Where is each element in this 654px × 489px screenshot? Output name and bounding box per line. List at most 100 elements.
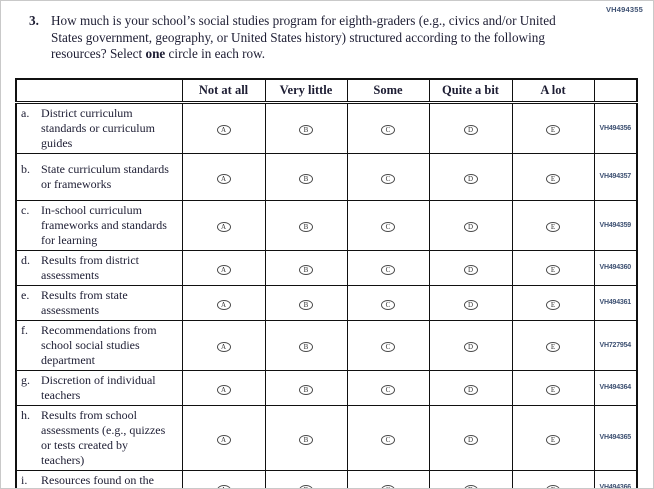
question-number: 3. [29, 13, 39, 28]
option-circle-b-a-lot[interactable]: E [546, 173, 560, 184]
row-label: Recommendations from school social studi… [41, 322, 157, 367]
option-circle-c-very-little[interactable]: B [299, 222, 313, 232]
row-label-cell: h. Results from school assessments (e.g.,… [15, 404, 183, 471]
form-code: VH494355 [605, 5, 643, 14]
column-header-not-at-all: Not at all [181, 78, 266, 104]
header-empty-code [593, 78, 638, 104]
row-code: VH494361 [593, 284, 638, 321]
column-header-quite-a-bit: Quite a bit [428, 78, 513, 104]
row-code: VH494365 [593, 404, 638, 471]
option-circle-b-quite-a-bit[interactable]: D [463, 173, 478, 184]
option-circle-f-not-at-all[interactable]: A [216, 342, 231, 352]
row-label: In-school curriculum frameworks and stan… [41, 202, 167, 247]
row-letter: d. [21, 252, 30, 267]
option-circle-f-very-little[interactable]: B [299, 342, 313, 352]
option-circle-h-some[interactable]: C [381, 434, 395, 445]
option-circle-h-quite-a-bit[interactable]: D [463, 434, 478, 445]
option-circle-i-not-at-all[interactable]: A [216, 484, 231, 488]
row-label-cell: c. In-school curriculum frameworks and st… [15, 199, 183, 251]
resource-frequency-table: Not at all Very little Some Quite a bit … [15, 78, 638, 489]
table-row-c: c. In-school curriculum frameworks and st… [15, 199, 638, 251]
option-circle-g-quite-a-bit[interactable]: D [463, 384, 478, 395]
row-code: VH494364 [593, 369, 638, 406]
row-code: VH494359 [593, 199, 638, 251]
option-circle-g-a-lot[interactable]: E [546, 384, 560, 395]
option-circle-i-very-little[interactable]: B [299, 484, 313, 488]
option-circle-h-not-at-all[interactable]: A [216, 434, 231, 445]
option-circle-b-very-little[interactable]: B [299, 173, 313, 184]
table-row-g: g. Discretion of individual teachers A B … [15, 369, 638, 406]
table-header-row: Not at all Very little Some Quite a bit … [15, 78, 638, 104]
option-circle-e-not-at-all[interactable]: A [216, 299, 231, 310]
row-label-cell: g. Discretion of individual teachers [15, 369, 183, 406]
table-row-a: a. District curriculum standards or curri… [15, 101, 638, 154]
row-letter: f. [21, 322, 28, 337]
option-circle-e-a-lot[interactable]: E [546, 299, 560, 310]
option-circle-b-not-at-all[interactable]: A [216, 173, 231, 184]
column-header-a-lot: A lot [511, 78, 595, 104]
question-text-part2: circle in each row. [165, 46, 266, 61]
option-circle-d-not-at-all[interactable]: A [216, 264, 231, 275]
row-label: District curriculum standards or curricu… [41, 105, 155, 150]
row-label: Results from school assessments (e.g., q… [41, 407, 166, 467]
table-row-i: i.Resources found on the Internet A B C … [15, 469, 638, 489]
row-code: VH494357 [593, 152, 638, 201]
option-circle-c-quite-a-bit[interactable]: D [463, 222, 478, 232]
option-circle-e-quite-a-bit[interactable]: D [463, 299, 478, 310]
option-circle-h-very-little[interactable]: B [299, 434, 313, 445]
option-circle-f-a-lot[interactable]: E [546, 342, 560, 352]
option-circle-i-quite-a-bit[interactable]: D [463, 484, 478, 488]
row-code: VH494366 [593, 469, 638, 488]
option-circle-h-a-lot[interactable]: E [546, 434, 560, 445]
table-row-h: h. Results from school assessments (e.g.,… [15, 404, 638, 471]
table-row-d: d. Results from district assessments A B … [15, 249, 638, 286]
option-circle-d-a-lot[interactable]: E [546, 264, 560, 275]
option-circle-d-quite-a-bit[interactable]: D [463, 264, 478, 275]
row-letter: e. [21, 287, 30, 302]
option-circle-b-some[interactable]: C [381, 173, 395, 184]
option-circle-e-some[interactable]: C [381, 299, 395, 310]
option-circle-e-very-little[interactable]: B [299, 299, 313, 310]
row-label: Results from state assessments [41, 287, 128, 317]
row-label-cell: f. Recommendations from school social stu… [15, 319, 183, 371]
option-circle-c-not-at-all[interactable]: A [216, 222, 231, 232]
option-circle-a-very-little[interactable]: B [299, 125, 313, 135]
question-block: 3. How much is your school’s social stud… [29, 13, 589, 63]
option-circle-a-quite-a-bit[interactable]: D [463, 125, 478, 135]
option-circle-g-very-little[interactable]: B [299, 384, 313, 395]
row-code: VH727954 [593, 319, 638, 371]
question-text-part1: How much is your school’s social studies… [51, 13, 556, 61]
row-code: VH494356 [593, 101, 638, 154]
row-label-cell: a. District curriculum standards or curri… [15, 101, 183, 154]
option-circle-i-a-lot[interactable]: E [546, 484, 560, 488]
row-letter: h. [21, 407, 30, 422]
column-header-very-little: Very little [264, 78, 348, 104]
header-empty-label [15, 78, 183, 104]
row-letter: b. [21, 161, 30, 176]
option-circle-c-some[interactable]: C [381, 222, 395, 232]
row-code: VH494360 [593, 249, 638, 286]
row-label-cell: e. Results from state assessments [15, 284, 183, 321]
option-circle-i-some[interactable]: C [381, 484, 395, 488]
question-text: How much is your school’s social studies… [51, 13, 589, 63]
option-circle-f-some[interactable]: C [381, 342, 395, 352]
option-circle-d-very-little[interactable]: B [299, 264, 313, 275]
option-circle-a-some[interactable]: C [381, 125, 395, 135]
option-circle-f-quite-a-bit[interactable]: D [463, 342, 478, 352]
option-circle-d-some[interactable]: C [381, 264, 395, 275]
row-label: Results from district assessments [41, 252, 139, 282]
option-circle-a-a-lot[interactable]: E [546, 125, 560, 135]
option-circle-g-not-at-all[interactable]: A [216, 384, 231, 395]
option-circle-g-some[interactable]: C [381, 384, 395, 395]
question-bold-word: one [145, 46, 166, 61]
row-label-cell: i. Resources found on the Internet [15, 469, 183, 489]
row-letter: g. [21, 372, 30, 387]
table-row-b: b. State curriculum standards or framewor… [15, 152, 638, 201]
option-circle-c-a-lot[interactable]: E [546, 222, 560, 232]
row-label: Resources found on the Internet [41, 472, 154, 489]
option-circle-a-not-at-all[interactable]: A [216, 125, 231, 135]
row-label: State curriculum standards or frameworks [41, 161, 169, 191]
column-header-some: Some [346, 78, 430, 104]
row-letter: c. [21, 202, 30, 217]
